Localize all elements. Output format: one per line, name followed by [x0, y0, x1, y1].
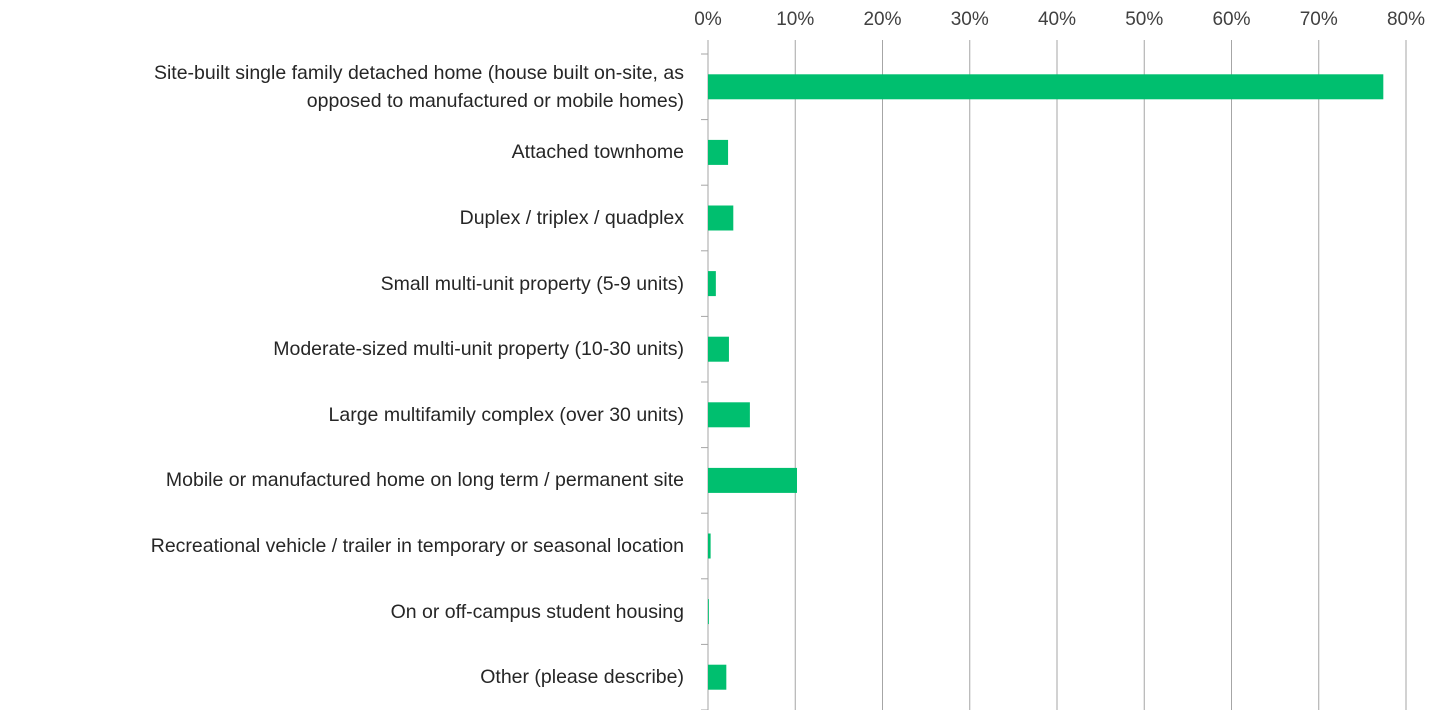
x-tick-label: 20%: [863, 9, 901, 30]
x-tick-label: 60%: [1212, 9, 1250, 30]
y-tick-label: Small multi-unit property (5-9 units): [380, 272, 684, 295]
y-tick-label: Site-built single family detached home (…: [153, 61, 684, 112]
y-tick-label: Other (please describe): [480, 666, 684, 689]
x-tick-label: 40%: [1038, 9, 1076, 30]
x-tick-label: 0%: [694, 9, 722, 30]
x-tick-label: 10%: [776, 9, 814, 30]
y-tick-label: Moderate-sized multi-unit property (10-3…: [273, 338, 684, 361]
x-tick-label: 50%: [1125, 9, 1163, 30]
bar: [708, 402, 750, 428]
bar: [708, 533, 711, 559]
x-tick-label: 70%: [1300, 9, 1338, 30]
bar: [708, 74, 1384, 100]
y-tick-label: Large multifamily complex (over 30 units…: [328, 403, 684, 426]
x-tick-label: 80%: [1387, 9, 1425, 30]
y-tick-label: Mobile or manufactured home on long term…: [165, 469, 684, 492]
y-tick-label: On or off-campus student housing: [390, 600, 684, 623]
y-tick-label: Duplex / triplex / quadplex: [459, 207, 684, 229]
bar: [708, 599, 709, 625]
x-tick-label: 30%: [951, 9, 989, 30]
bar: [708, 205, 734, 231]
bar: [708, 271, 716, 297]
y-tick-label: Recreational vehicle / trailer in tempor…: [150, 535, 684, 557]
bar: [708, 664, 727, 690]
bar: [708, 467, 797, 493]
y-tick-label: Attached townhome: [511, 141, 684, 164]
bar: [708, 139, 729, 165]
bar: [708, 336, 729, 362]
